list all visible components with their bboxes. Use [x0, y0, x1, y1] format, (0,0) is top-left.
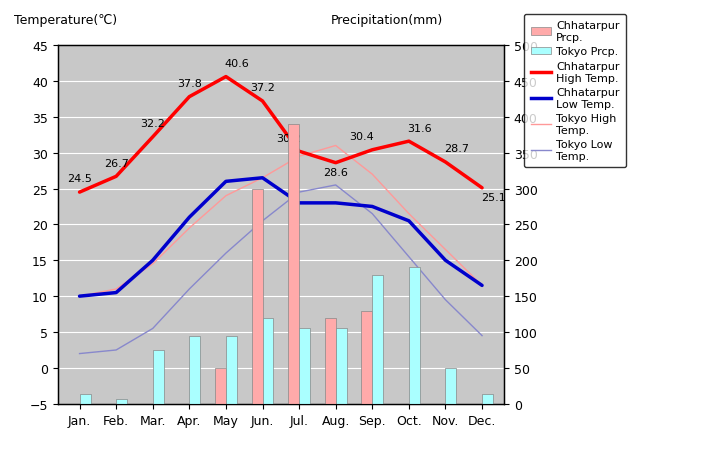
Text: 32.2: 32.2: [140, 119, 165, 129]
Bar: [215, 368, 226, 404]
Text: Temperature(℃): Temperature(℃): [14, 14, 117, 27]
Text: 26.7: 26.7: [104, 158, 129, 168]
Text: 28.7: 28.7: [444, 144, 469, 154]
Legend: Chhatarpur
Prcp., Tokyo Prcp., Chhatarpur
High Temp., Chhatarpur
Low Temp., Toky: Chhatarpur Prcp., Tokyo Prcp., Chhatarpu…: [524, 15, 626, 168]
Bar: [482, 394, 493, 404]
Text: Precipitation(mm): Precipitation(mm): [331, 14, 444, 27]
Bar: [336, 329, 346, 404]
Bar: [226, 336, 237, 404]
Bar: [325, 318, 336, 404]
Text: 30.2: 30.2: [276, 133, 300, 143]
Bar: [288, 125, 299, 404]
Text: 31.6: 31.6: [408, 123, 432, 133]
Text: 28.6: 28.6: [323, 168, 348, 178]
Bar: [263, 318, 274, 404]
Bar: [446, 368, 456, 404]
Bar: [251, 189, 263, 404]
Text: 37.2: 37.2: [250, 83, 275, 93]
Bar: [153, 350, 163, 404]
Bar: [372, 275, 383, 404]
Text: 24.5: 24.5: [67, 174, 92, 184]
Bar: [409, 268, 420, 404]
Text: 40.6: 40.6: [225, 59, 249, 69]
Bar: [79, 394, 91, 404]
Text: 37.8: 37.8: [177, 79, 202, 89]
Bar: [116, 400, 127, 404]
Bar: [299, 329, 310, 404]
Bar: [361, 311, 372, 404]
Bar: [189, 336, 200, 404]
Text: 25.1: 25.1: [481, 193, 505, 203]
Text: 30.4: 30.4: [349, 132, 374, 142]
